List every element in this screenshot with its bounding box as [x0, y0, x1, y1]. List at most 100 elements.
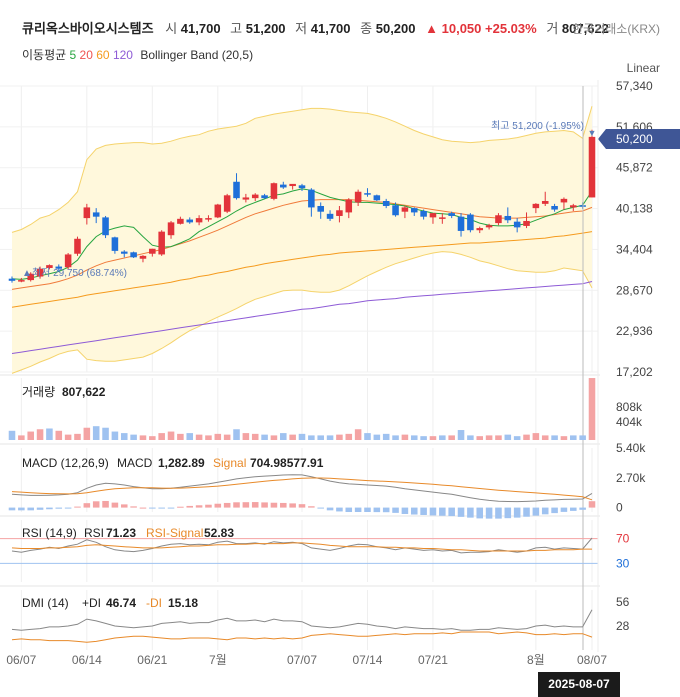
candle-body [467, 214, 474, 231]
macd-histogram-bar [186, 505, 194, 508]
volume-bar [467, 435, 474, 440]
volume-bar [410, 435, 418, 440]
volume-bar [364, 433, 371, 440]
macd-histogram-bar [439, 507, 446, 516]
volume-bar [102, 427, 109, 440]
ma120-label[interactable]: 120 [112, 48, 133, 62]
rsi-signal-line [11, 542, 592, 552]
close-label: 종 [360, 21, 373, 36]
ma60-label[interactable]: 60 [96, 48, 110, 62]
volume-bar [177, 433, 184, 440]
macd-signal-value: 704.98577.91 [250, 456, 324, 470]
volume-panel-title: 거래량 [22, 385, 55, 399]
volume-bar [8, 430, 16, 440]
candle-body [177, 218, 184, 224]
rsi-panel-title: RSI (14,9) [22, 526, 77, 540]
volume-bar [476, 436, 484, 440]
candle-body [36, 268, 44, 277]
macd-histogram-bar [130, 506, 137, 508]
candle-body [439, 217, 446, 219]
volume-bar [120, 433, 128, 440]
macd-histogram-bar [74, 506, 81, 508]
macd-histogram-bar [280, 502, 287, 508]
candle-body [560, 198, 568, 203]
macd-histogram-bar [242, 502, 250, 508]
ma20-label[interactable]: 20 [79, 48, 93, 62]
macd-histogram-bar [429, 507, 437, 516]
candle-body [83, 207, 91, 219]
macd-histogram-bar [223, 502, 231, 508]
volume-bar [111, 431, 119, 440]
volume-value: 807,622 [561, 21, 609, 36]
macd-histogram-bar [158, 507, 165, 509]
ma5-label[interactable]: 5 [69, 48, 77, 62]
volume-bar [298, 433, 306, 440]
macd-histogram-bar [36, 507, 44, 510]
candle-body [130, 252, 137, 258]
scale-toggle-button[interactable]: Linear [626, 61, 660, 75]
macd-histogram-bar [532, 507, 540, 516]
macd-histogram-bar [513, 507, 521, 518]
candle-body [289, 183, 296, 187]
macd-histogram-bar [345, 507, 353, 512]
candle-body [448, 213, 455, 216]
macd-histogram-bar [251, 502, 259, 508]
volume-bar [354, 429, 362, 440]
x-tick-label: 8월 [527, 653, 545, 667]
high-value: 51,200 [245, 21, 286, 36]
macd-histogram-bar [504, 507, 512, 519]
volume-bar [261, 434, 268, 440]
macd-histogram-bar [102, 500, 109, 508]
rsi-series-label: RSI [84, 526, 104, 540]
macd-value: 1,282.89 [158, 456, 205, 470]
volume-bar [83, 427, 91, 440]
rsi-line [11, 537, 593, 554]
volume-bar [326, 435, 334, 440]
macd-histogram-bar [149, 507, 156, 509]
change-percent: +25.03% [485, 21, 537, 36]
candle-body [223, 195, 231, 212]
candle-body [345, 199, 353, 213]
volume-bar [242, 433, 250, 440]
macd-histogram-bar [457, 507, 465, 517]
high-label: 고 [230, 21, 243, 36]
candle-body [308, 189, 315, 208]
volume-bar [55, 430, 63, 440]
candle-body [64, 254, 72, 268]
bollinger-label[interactable]: Bollinger Band (20,5) [140, 48, 254, 62]
macd-histogram-bar [139, 507, 147, 509]
volume-bar [420, 436, 427, 440]
rsi-signal-value: 52.83 [204, 526, 234, 540]
macd-series-label: MACD [117, 456, 153, 470]
volume-bar [317, 435, 324, 440]
volume-bar [158, 433, 165, 440]
candle-body [139, 255, 147, 259]
macd-histogram-bar [83, 503, 91, 508]
low-label: 저 [295, 21, 308, 36]
candle-body [317, 205, 324, 212]
volume-bar [485, 435, 493, 440]
x-tick-label: 06/21 [137, 653, 167, 667]
plus-di-value: 46.74 [106, 596, 136, 610]
y-tick-label: 2.70k [616, 471, 646, 485]
minus-di-value: 15.18 [168, 596, 198, 610]
macd-histogram-bar [336, 507, 343, 512]
last-price-tag [598, 129, 680, 149]
macd-histogram-bar [270, 502, 278, 508]
y-tick-label: 5.40k [616, 441, 646, 455]
min-annotation: ▲최저 29,750 (68.74%) [22, 267, 127, 279]
candle-body [354, 191, 362, 203]
open-label: 시 [165, 21, 178, 36]
macd-histogram-bar [27, 507, 34, 511]
x-tick-label: 08/07 [577, 653, 607, 667]
candle-body [541, 201, 549, 204]
volume-panel-value: 807,622 [62, 385, 106, 399]
candle-body [485, 225, 493, 228]
candle-body [92, 212, 100, 217]
max-marker-icon: ▼ [588, 128, 597, 138]
candle-body [233, 181, 240, 199]
candle-body [214, 204, 222, 218]
candle-body [186, 219, 194, 223]
volume-label: 거 [546, 21, 559, 36]
